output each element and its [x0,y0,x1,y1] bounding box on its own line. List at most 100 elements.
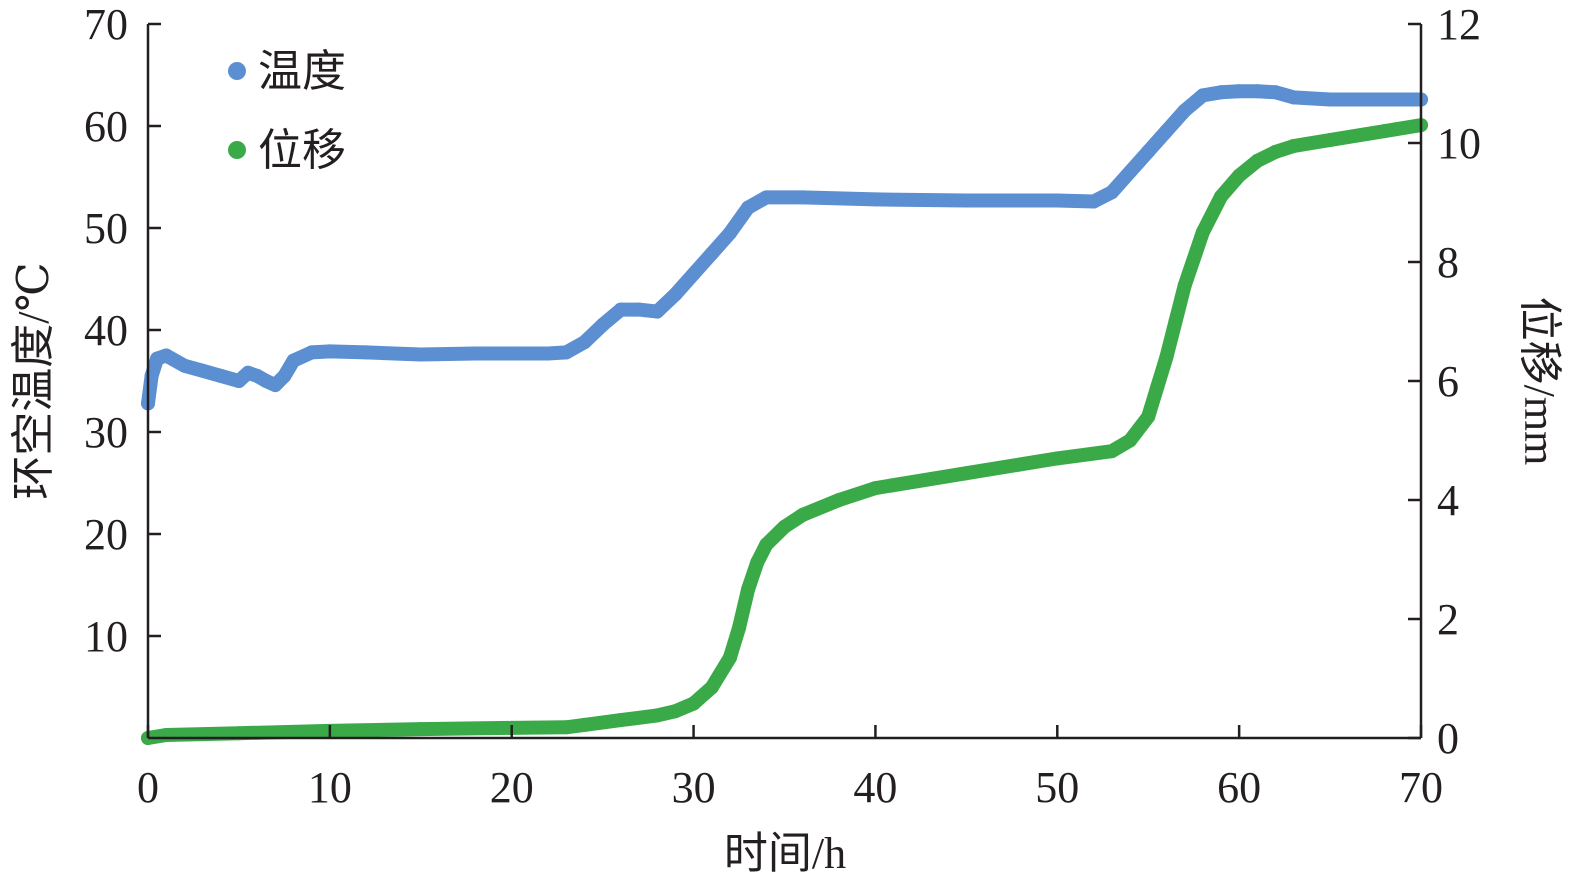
legend: 温度 位移 [228,47,346,175]
data-point-displacement [1050,451,1065,466]
data-point-displacement [1195,225,1210,240]
data-point-temperature [741,200,756,215]
left-y-tick-label: 10 [84,612,128,661]
legend-label-displacement: 位移 [258,126,346,175]
data-point-displacement [650,708,665,723]
data-point-temperature [359,345,374,360]
data-point-temperature [650,304,665,319]
data-point-temperature [1268,85,1283,100]
data-point-temperature [795,190,810,205]
data-point-displacement [759,537,774,552]
data-point-temperature [722,226,737,241]
data-point-displacement [668,704,683,719]
data-point-displacement [1123,433,1137,448]
data-point-displacement [159,728,174,742]
data-point-temperature [704,246,719,261]
data-point-temperature [1214,85,1228,100]
data-point-temperature [286,353,301,368]
data-point-temperature [577,335,592,350]
legend-marker-displacement [228,141,246,159]
x-tick-label: 0 [137,763,159,812]
data-point-displacement [1168,314,1183,329]
data-point-displacement [1250,153,1265,168]
data-point-temperature [1195,88,1210,103]
data-point-displacement [795,507,810,522]
right-y-tick-label: 4 [1437,476,1459,525]
data-point-temperature [613,302,628,317]
data-point-temperature [1232,84,1247,99]
data-point-displacement [1323,133,1338,147]
data-point-temperature [159,348,174,363]
data-point-displacement [1150,379,1165,394]
data-point-temperature [559,345,574,360]
legend-label-temperature: 温度 [258,47,346,96]
data-point-temperature [468,346,483,361]
right-y-axis-label: 位移/mm [1515,297,1564,466]
data-point-displacement [1286,139,1301,153]
x-tick-label: 10 [308,763,352,812]
data-point-temperature [322,344,337,359]
right-y-tick-label: 10 [1437,119,1481,168]
left-y-tick-label: 50 [84,204,128,253]
data-point-displacement [613,713,628,728]
left-y-tick-label: 40 [84,306,128,355]
data-point-temperature [668,287,683,302]
data-point-displacement [231,726,246,741]
data-point-displacement [777,519,792,534]
right-y-tick-label: 12 [1437,0,1481,49]
data-point-displacement [732,620,746,635]
data-point-displacement [1159,350,1174,365]
data-point-temperature [868,192,883,207]
data-point-temperature [213,368,228,383]
data-point-temperature [1086,194,1101,209]
data-point-temperature [686,266,701,281]
data-point-displacement [959,466,974,481]
data-point-temperature [1286,90,1301,105]
x-axis-ticks: 0 10 20 30 40 50 60 70 [137,725,1443,812]
left-y-tick-label: 20 [84,510,128,559]
data-point-temperature [304,345,319,360]
data-point-displacement [722,650,737,665]
data-point-temperature [759,190,774,205]
x-tick-label: 30 [672,763,716,812]
left-y-tick-label: 70 [84,0,128,49]
right-y-tick-label: 2 [1437,595,1459,644]
data-point-displacement [741,582,756,597]
data-point-displacement [1268,144,1283,159]
data-point-temperature [1323,92,1338,107]
right-y-tick-label: 0 [1437,714,1459,763]
x-tick-label: 40 [853,763,897,812]
data-point-temperature [632,302,646,317]
data-point-temperature [959,193,974,208]
data-point-temperature [413,347,428,362]
left-y-axis-ticks: 10 20 30 40 50 60 70 [84,0,161,661]
data-point-displacement [704,680,719,695]
data-point-displacement [686,696,701,711]
left-y-tick-label: 60 [84,102,128,151]
plot-marks [141,84,1428,745]
data-point-displacement [577,717,592,732]
x-tick-label: 20 [490,763,534,812]
left-y-axis-label: 环空温度/℃ [9,262,58,499]
data-point-temperature [1104,185,1119,200]
data-point-temperature [1177,103,1192,118]
data-point-temperature [541,346,556,361]
data-point-temperature [1250,84,1265,99]
data-point-temperature [1159,124,1174,139]
right-y-tick-label: 8 [1437,238,1459,287]
data-point-temperature [177,358,192,373]
data-point-displacement [413,722,428,737]
data-point-temperature [268,378,283,393]
data-point-temperature [231,374,246,388]
data-point-displacement [1214,189,1228,204]
data-point-temperature [195,363,210,378]
data-point-displacement [1177,278,1192,293]
right-y-axis-ticks: 0 2 4 6 8 10 12 [1408,0,1481,763]
data-point-displacement [1377,124,1392,139]
data-point-temperature [1141,144,1156,159]
data-point-temperature [504,346,519,361]
data-point-temperature [1050,193,1065,208]
x-tick-label: 70 [1399,763,1443,812]
data-point-temperature [1123,164,1137,179]
